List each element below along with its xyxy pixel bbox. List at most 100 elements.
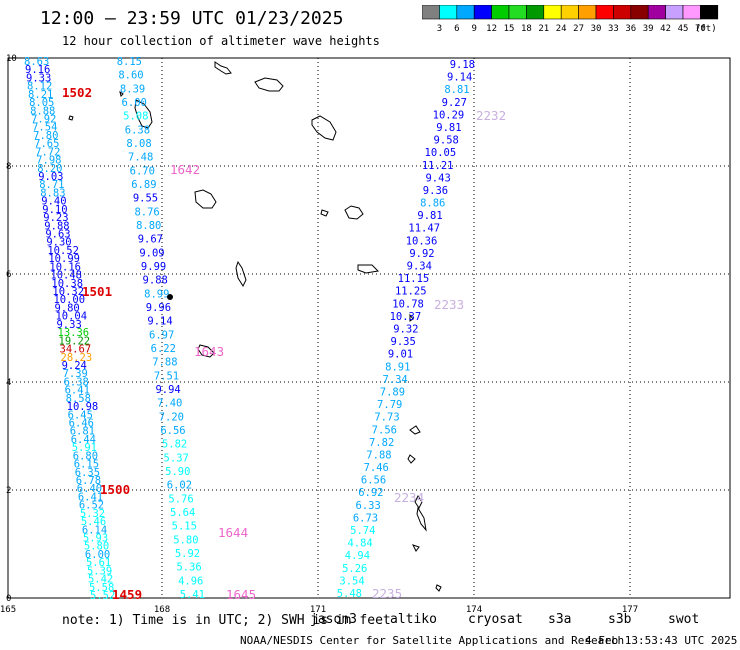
y-tick-label: 0 xyxy=(6,594,11,604)
wave-height-label-track-a: 8.20 xyxy=(37,163,62,175)
y-tick-label: 10 xyxy=(6,54,17,64)
wave-height-label-track-a: 6.81 xyxy=(70,426,95,438)
pass-id-label: 1500 xyxy=(100,482,130,497)
pass-id-label: 1645 xyxy=(226,587,256,602)
island-outline xyxy=(68,115,74,121)
wave-height-label-track-a: 9.10 xyxy=(42,204,67,216)
wave-height-label-track-a: 9.23 xyxy=(43,212,68,224)
x-tick-label: 171 xyxy=(310,605,326,615)
wave-height-label-track-a: 9.88 xyxy=(44,220,69,232)
island-outline xyxy=(416,506,427,532)
x-tick-label: 165 xyxy=(0,605,16,615)
colorbar-tick-label: 70 xyxy=(695,24,706,34)
pass-id-label: 1644 xyxy=(218,525,248,540)
colorbar-tick-label: 3 xyxy=(437,24,442,34)
wave-height-label-track-c: 7.88 xyxy=(366,449,391,461)
colorbar-tick-label: 12 xyxy=(486,24,497,34)
wave-height-label-track-a: 8.12 xyxy=(27,81,52,93)
wave-height-label-track-a: 6.41 xyxy=(65,385,90,397)
wave-height-label-track-b: 9.55 xyxy=(133,193,158,205)
wave-height-label-track-c: 11.25 xyxy=(395,286,427,298)
wave-height-label-track-a: 8.63 xyxy=(24,56,49,68)
wave-height-label-track-c: 9.32 xyxy=(393,324,418,336)
wave-height-label-track-c: 11.47 xyxy=(408,223,440,235)
wave-height-label-track-b: 5.82 xyxy=(162,439,187,451)
wave-height-label-track-c: 9.58 xyxy=(434,135,459,147)
colorbar-tick-label: 24 xyxy=(556,24,567,34)
satellite-label-s3a: s3a xyxy=(548,612,572,627)
island-outline xyxy=(407,454,416,464)
colorbar-tick-label: 36 xyxy=(625,24,636,34)
wave-height-label-track-c: 7.73 xyxy=(374,412,399,424)
satellite-label-jason3: jason3 xyxy=(310,612,357,627)
wave-height-label-track-a: 6.15 xyxy=(74,459,99,471)
wave-height-label-track-a: 8.71 xyxy=(39,179,64,191)
wave-height-label-track-b: 7.51 xyxy=(154,370,179,382)
map-frame xyxy=(7,57,731,599)
wave-height-label-track-c: 8.91 xyxy=(385,361,410,373)
wave-height-label-track-a: 6.45 xyxy=(68,409,93,421)
wave-height-label-track-c: 9.36 xyxy=(423,185,448,197)
x-tick-label: 168 xyxy=(154,605,170,615)
pass-id-label: 1501 xyxy=(82,284,112,299)
wave-height-label-track-a: 5.80 xyxy=(84,541,109,553)
wave-height-label-track-c: 9.01 xyxy=(388,349,413,361)
wave-height-label-track-b: 7.48 xyxy=(128,152,153,164)
wave-height-label-track-a: 10.00 xyxy=(53,294,85,306)
satellite-label-s3b: s3b xyxy=(608,612,632,627)
wave-height-label-track-c: 8.81 xyxy=(444,84,469,96)
island-outline xyxy=(344,205,364,220)
wave-height-label-track-a: 6.80 xyxy=(73,450,98,462)
y-tick-label: 8 xyxy=(6,162,11,172)
wave-height-label-track-a: 8.21 xyxy=(28,89,53,101)
wave-height-label-track-b: 8.76 xyxy=(134,206,159,218)
island-outline xyxy=(194,189,217,209)
island-outline xyxy=(197,344,215,358)
wave-height-label-track-c: 7.89 xyxy=(380,386,405,398)
colorbar-swatch xyxy=(700,5,719,20)
wave-height-label-track-b: 5.41 xyxy=(180,589,205,601)
wave-height-label-track-b: 5.36 xyxy=(176,562,201,574)
pass-id-label: 2232 xyxy=(476,108,506,123)
wave-height-label-track-a: 9.03 xyxy=(38,171,63,183)
wave-height-label-track-c: 7.34 xyxy=(382,374,407,386)
wave-height-label-track-a: 10.32 xyxy=(52,286,84,298)
pass-id-label: 2235 xyxy=(372,586,402,601)
wave-height-label-track-b: 7.20 xyxy=(159,411,184,423)
wave-height-label-track-a: 5.39 xyxy=(87,565,112,577)
wave-height-label-track-a: 6.46 xyxy=(69,417,94,429)
colorbar-tick-label: 30 xyxy=(591,24,602,34)
wave-height-label-track-a: 7.54 xyxy=(32,122,57,134)
wave-height-label-track-a: 10.98 xyxy=(67,401,99,413)
wave-height-label-track-a: 6.44 xyxy=(71,434,96,446)
y-tick-label: 2 xyxy=(6,486,11,496)
wave-height-label-track-b: 6.22 xyxy=(151,343,176,355)
wave-height-label-track-b: 8.80 xyxy=(136,220,161,232)
wave-height-label-track-b: 9.88 xyxy=(143,275,168,287)
wave-height-label-track-a: 5.46 xyxy=(81,516,106,528)
wave-height-label-track-a: 10.16 xyxy=(49,261,81,273)
colorbar-tick-label: 21 xyxy=(538,24,549,34)
colorbar-unit: (ft) xyxy=(695,24,717,34)
wave-height-label-track-a: 9.33 xyxy=(56,319,81,331)
wave-height-label-track-b: 9.94 xyxy=(155,384,180,396)
wave-height-label-track-c: 7.82 xyxy=(369,437,394,449)
wave-height-label-track-a: 10.48 xyxy=(50,270,82,282)
wave-height-label-track-a: 8.58 xyxy=(66,393,91,405)
generated-timestamp: 4 Feb 13:53:43 UTC 2025 xyxy=(585,634,738,647)
wave-height-label-track-a: 5.52 xyxy=(90,590,115,602)
x-tick-label: 174 xyxy=(466,605,482,615)
wave-height-label-track-a: 9.33 xyxy=(26,72,51,84)
wave-height-label-track-b: 5.08 xyxy=(123,111,148,123)
wave-height-label-track-b: 6.97 xyxy=(149,329,174,341)
wave-height-label-track-c: 5.74 xyxy=(350,525,375,537)
wave-height-label-track-c: 8.86 xyxy=(420,198,445,210)
wave-height-label-track-c: 3.54 xyxy=(339,575,364,587)
wave-height-label-track-c: 9.81 xyxy=(436,122,461,134)
wave-height-label-track-c: 7.46 xyxy=(364,462,389,474)
wave-height-label-track-a: 8.88 xyxy=(30,105,55,117)
wave-height-label-track-b: 6.02 xyxy=(167,480,192,492)
wave-height-label-track-b: 5.76 xyxy=(168,493,193,505)
wave-height-label-track-c: 11.21 xyxy=(422,160,454,172)
